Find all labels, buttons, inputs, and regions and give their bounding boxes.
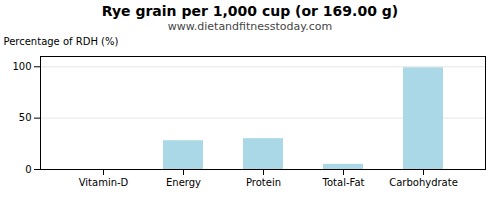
svg-text:Protein: Protein <box>246 177 281 188</box>
svg-text:0: 0 <box>25 164 31 175</box>
svg-text:Total-Fat: Total-Fat <box>322 177 365 188</box>
html-text:Rye grain per 1,000 cup (or 16: Rye grain per 1,000 cup (or 169.00 g) <box>101 3 399 19</box>
svg-text:Percentage of RDH (%): Percentage of RDH (%) <box>4 36 119 47</box>
svg-text:Energy: Energy <box>166 177 201 188</box>
svg-text:50: 50 <box>19 112 32 123</box>
html-text:www.dietandfitnesstoday.com: www.dietandfitnesstoday.com <box>167 20 333 33</box>
svg-text:Carbohydrate: Carbohydrate <box>389 177 458 188</box>
svg-text:100: 100 <box>12 61 31 72</box>
svg-text:Vitamin-D: Vitamin-D <box>79 177 129 188</box>
